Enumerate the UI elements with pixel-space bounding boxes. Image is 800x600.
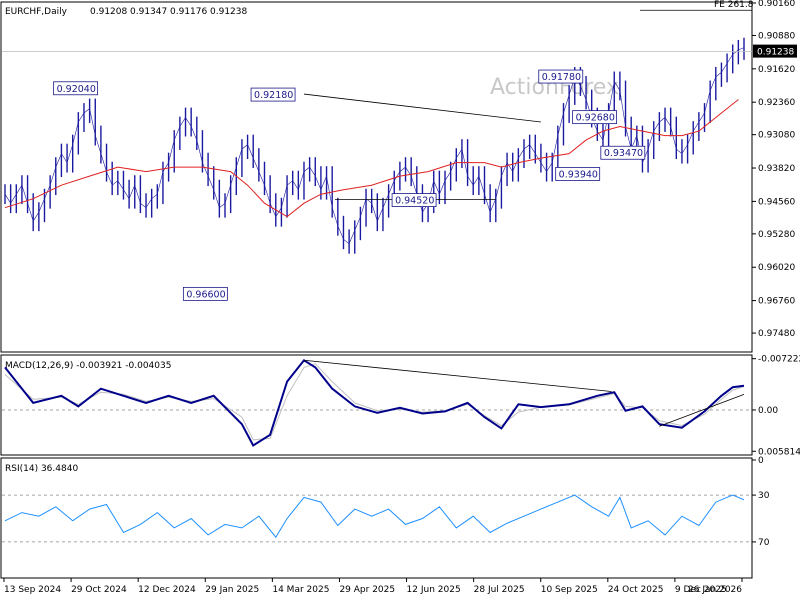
rsi-y-tick-label: 70 [758, 538, 770, 548]
price-y-tick-label: 0.90880 [758, 31, 795, 41]
x-tick-label: 10 Sep 2025 [541, 585, 598, 595]
price-moving-average-line [4, 99, 739, 218]
current-price-label: 0.91238 [757, 48, 794, 58]
macd-y-tick-label: 0.00 [758, 406, 778, 416]
price-level-box [572, 110, 618, 125]
rsi-panel: RSI(14) 36.4840 70 30 0 [0, 456, 770, 579]
price-y-tick-label: 0.93820 [758, 164, 795, 174]
macd-y-axis: 0.005814 0.00 -0.007222 [752, 355, 800, 457]
price-level-box [391, 193, 437, 207]
price-y-tick-label: 0.94560 [758, 197, 795, 207]
rsi-panel-frame [0, 457, 753, 579]
rsi-series [2, 494, 752, 543]
x-tick-label: 13 Sep 2024 [4, 585, 61, 595]
price-level-label: 0.96600 [186, 289, 225, 300]
price-panel: ActionForex EURCHF,Daily 0.91208 0.91347… [0, 0, 797, 353]
price-level-labels: 0.96600 0.94520 0.93940 0.93470 0.92680 0.920… [53, 69, 646, 301]
ohlc-high: 0.91347 [130, 7, 167, 17]
price-level-box [182, 286, 228, 301]
macd-trendline [303, 359, 612, 392]
price-level-label: 0.92180 [254, 90, 293, 101]
x-tick-label: 26 Jan 2026 [688, 585, 742, 595]
price-y-tick-label: 0.95280 [758, 230, 795, 240]
price-level-box [555, 167, 601, 181]
price-y-axis: 0.97480 0.96760 0.96020 0.95280 0.94560 0.938… [752, 0, 795, 339]
x-axis: 13 Sep 2024 29 Oct 2024 12 Dec 2024 29 Jan … [3, 578, 743, 595]
price-level-label: 0.93470 [604, 148, 643, 159]
fe-label: FE 261.8 [714, 0, 754, 10]
price-panel-frame [0, 1, 753, 353]
x-tick-label: 29 Oct 2024 [71, 585, 127, 595]
x-tick-label: 12 Dec 2024 [138, 585, 196, 595]
price-level-label: 0.92680 [576, 113, 615, 124]
macd-y-tick-label: 0.005814 [758, 447, 800, 457]
price-trendline [303, 93, 541, 123]
fe-level: FE 261.8 [640, 0, 754, 11]
ohlc-open: 0.91208 [90, 7, 127, 17]
x-tick-label: 29 Jan 2025 [205, 585, 259, 595]
macd-line [4, 358, 745, 447]
price-level-label: 0.93940 [559, 169, 598, 180]
price-series [2, 37, 752, 254]
macd-y-tick-label: -0.007222 [758, 355, 800, 365]
price-y-tick-label: 0.96760 [758, 297, 795, 307]
price-y-tick-label: 0.90160 [758, 0, 795, 9]
x-tick-label: 9 Dec 2025 [675, 585, 727, 595]
x-tick-label: 24 Oct 2025 [608, 585, 664, 595]
price-level-box [538, 69, 584, 84]
macd-panel-frame [0, 354, 753, 456]
rsi-y-tick-label: 0 [758, 456, 764, 466]
price-y-tick-label: 0.96020 [758, 263, 795, 273]
x-tick-label: 28 Jul 2025 [474, 585, 525, 595]
ohlc-low: 0.91176 [170, 7, 207, 17]
price-y-tick-label: 0.92360 [758, 98, 795, 108]
price-level-box [600, 145, 646, 160]
x-tick-label: 12 Jun 2025 [407, 585, 461, 595]
ohlc-close: 0.91238 [210, 7, 247, 17]
price-close-line [4, 47, 745, 245]
x-tick-label: 29 Apr 2025 [339, 585, 395, 595]
current-price-marker: 0.91238 [753, 44, 797, 58]
x-tick-label: 14 Mar 2025 [272, 585, 329, 595]
rsi-y-tick-label: 30 [758, 491, 770, 501]
price-level-box [250, 87, 296, 102]
price-y-tick-label: 0.93080 [758, 131, 795, 141]
price-level-label: 0.94520 [395, 196, 434, 207]
price-level-label: 0.91780 [542, 72, 581, 83]
rsi-y-axis: 70 30 0 [752, 456, 770, 548]
price-y-tick-label: 0.97480 [758, 329, 795, 339]
rsi-title: RSI(14) 36.4840 [5, 464, 78, 474]
price-level-label: 0.92040 [57, 84, 96, 95]
rsi-line [4, 494, 745, 539]
symbol-title: EURCHF,Daily [5, 7, 68, 17]
macd-trendline [659, 393, 745, 427]
price-level-box [53, 81, 99, 96]
macd-series [2, 358, 752, 447]
macd-title: MACD(12,26,9) -0.003921 -0.004035 [5, 361, 171, 371]
price-y-tick-label: 0.91620 [758, 65, 795, 75]
macd-panel: MACD(12,26,9) -0.003921 -0.004035 0.0058… [0, 354, 800, 457]
current-price-box [753, 44, 797, 58]
